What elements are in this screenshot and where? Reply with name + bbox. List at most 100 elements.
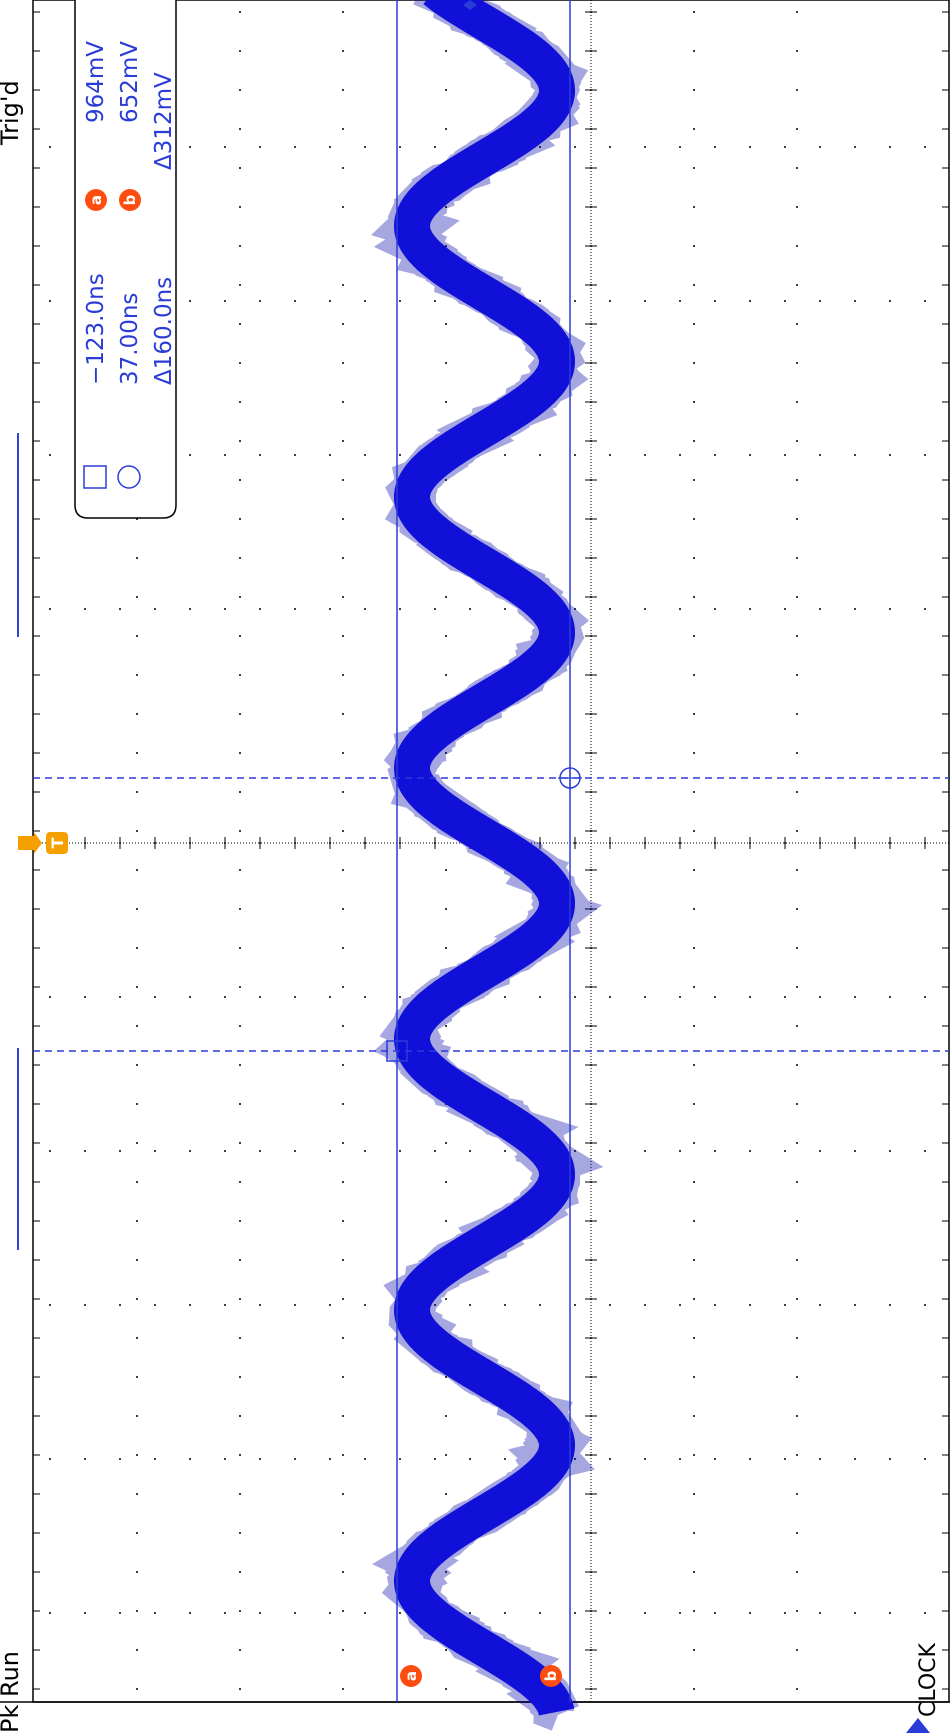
grid-dot: [445, 1025, 447, 1027]
grid-dot: [796, 518, 798, 520]
grid-dot: [342, 1454, 344, 1456]
grid-dot: [136, 1142, 138, 1144]
grid-dot: [224, 1612, 226, 1614]
grid-dot: [693, 1298, 695, 1300]
grid-dot: [693, 206, 695, 208]
grid-dot: [796, 1142, 798, 1144]
readout-time-delta: Δ160.0ns: [151, 277, 177, 385]
grid-dot: [445, 50, 447, 52]
grid-dot: [154, 1150, 156, 1152]
grid-dot: [854, 1150, 856, 1152]
grid-dot: [714, 608, 716, 610]
grid-dot: [364, 454, 366, 456]
grid-dot: [342, 1337, 344, 1339]
grid-dot: [239, 284, 241, 286]
grid-dot: [445, 947, 447, 949]
grid-dot: [342, 869, 344, 871]
grid-dot: [924, 1612, 926, 1614]
grid-dot: [796, 1688, 798, 1690]
grid-dot: [693, 596, 695, 598]
grid-dot: [342, 1181, 344, 1183]
grid-dot: [399, 146, 401, 148]
grid-dot: [796, 557, 798, 559]
grid-dot: [224, 1150, 226, 1152]
cursor-b-marker[interactable]: b: [540, 1665, 562, 1687]
grid-dot: [189, 1304, 191, 1306]
grid-dot: [342, 206, 344, 208]
grid-dot: [239, 596, 241, 598]
grid-dot: [239, 1259, 241, 1261]
grid-dot: [259, 1304, 261, 1306]
grid-dot: [342, 323, 344, 325]
grid-dot: [119, 1612, 121, 1614]
grid-dot: [693, 1688, 695, 1690]
grid-dot: [693, 1220, 695, 1222]
grid-dot: [714, 454, 716, 456]
grid-dot: [445, 869, 447, 871]
grid-dot: [796, 1532, 798, 1534]
grid-dot: [259, 300, 261, 302]
trigger-marker[interactable]: T: [18, 832, 68, 854]
grid-dot: [239, 1025, 241, 1027]
grid-dot: [889, 146, 891, 148]
grid-dot: [819, 608, 821, 610]
grid-dot: [693, 89, 695, 91]
channel-label: CLOCK: [916, 1642, 941, 1717]
grid-dot: [693, 1337, 695, 1339]
grid-dot: [239, 1103, 241, 1105]
grid-dot: [644, 996, 646, 998]
grid-dot: [239, 1415, 241, 1417]
grid-dot: [136, 1181, 138, 1183]
grid-dot: [342, 1415, 344, 1417]
grid-dot: [239, 1571, 241, 1573]
grid-dot: [539, 1304, 541, 1306]
grid-dot: [154, 1304, 156, 1306]
grid-dot: [294, 608, 296, 610]
grid-dot: [819, 1458, 821, 1460]
grid-dot: [796, 596, 798, 598]
grid-dot: [924, 1304, 926, 1306]
grid-dot: [924, 1458, 926, 1460]
grid-dot: [445, 635, 447, 637]
grid-dot: [342, 947, 344, 949]
grid-dot: [469, 1458, 471, 1460]
cursor-a-marker[interactable]: a: [400, 1665, 422, 1687]
grid-dot: [136, 1220, 138, 1222]
grid-dot: [609, 146, 611, 148]
grid-dot: [714, 1150, 716, 1152]
time-cursor-square-handle[interactable]: [386, 1040, 408, 1062]
grid-dot: [239, 1337, 241, 1339]
grid-dot: [259, 1458, 261, 1460]
grid-dot: [294, 146, 296, 148]
grid-dot: [574, 1612, 576, 1614]
grid-dot: [445, 596, 447, 598]
grid-dot: [239, 518, 241, 520]
grid-dot: [239, 1610, 241, 1612]
grid-dot: [574, 996, 576, 998]
grid-dot: [445, 1220, 447, 1222]
grid-dot: [239, 89, 241, 91]
grid-dot: [239, 1493, 241, 1495]
grid-dot: [749, 146, 751, 148]
grid-dot: [796, 1493, 798, 1495]
grid-dot: [504, 1150, 506, 1152]
grid-dot: [693, 518, 695, 520]
grid-dot: [342, 1220, 344, 1222]
grid-dot: [399, 996, 401, 998]
grid-dot: [469, 1612, 471, 1614]
grid-dot: [329, 454, 331, 456]
grid-dot: [819, 1612, 821, 1614]
grid-dot: [749, 996, 751, 998]
grid-dot: [342, 1571, 344, 1573]
grid-dot: [854, 608, 856, 610]
grid-dot: [796, 1337, 798, 1339]
grid-dot: [136, 674, 138, 676]
grid-dot: [342, 596, 344, 598]
grid-dot: [364, 300, 366, 302]
grid-dot: [796, 89, 798, 91]
grid-dot: [136, 1610, 138, 1612]
grid-dot: [136, 908, 138, 910]
grid-dot: [819, 996, 821, 998]
grid-dot: [342, 908, 344, 910]
grid-dot: [259, 1612, 261, 1614]
